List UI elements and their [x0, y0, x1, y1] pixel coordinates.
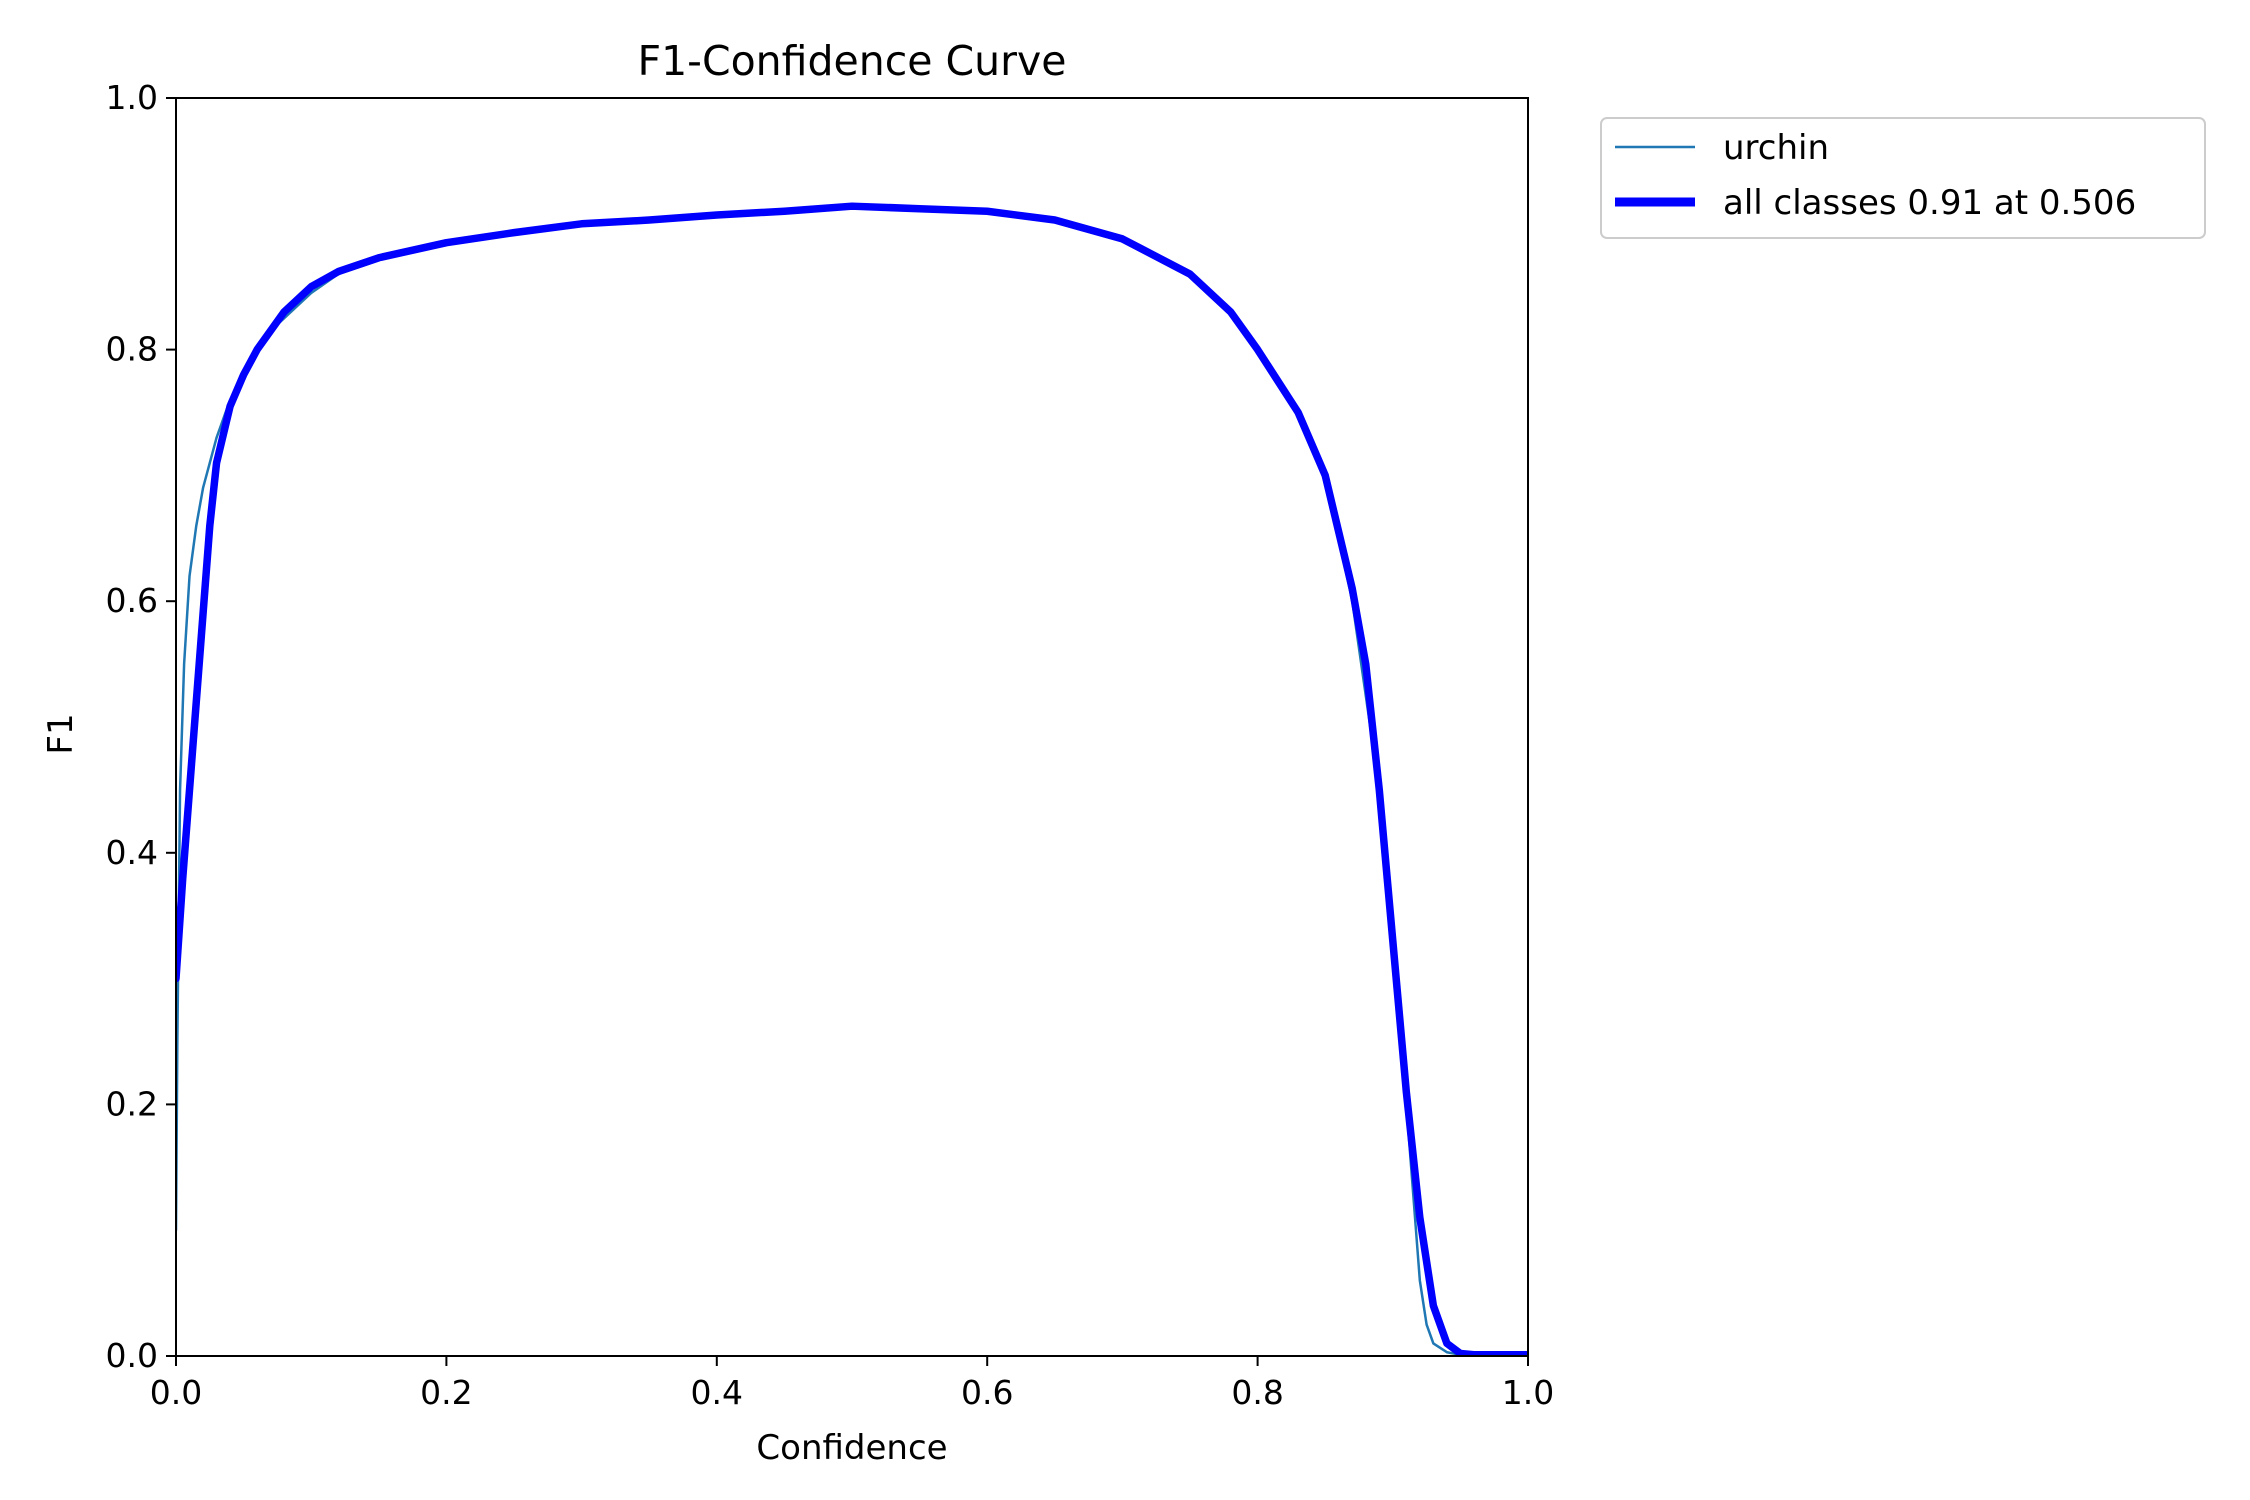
x-tick-label: 0.4 — [691, 1373, 743, 1412]
y-axis-label: F1 — [41, 713, 81, 754]
plot-frame — [175, 97, 1529, 1357]
x-tick-label: 0.6 — [961, 1373, 1013, 1412]
x-tick-label: 1.0 — [1502, 1373, 1554, 1412]
plot-area — [176, 202, 1528, 1356]
y-tick-label: 1.0 — [106, 78, 158, 117]
y-tick-label: 0.8 — [106, 330, 158, 369]
x-tick-label: 0.0 — [150, 1373, 202, 1412]
legend: urchin all classes 0.91 at 0.506 — [1600, 117, 2206, 239]
x-tick-label: 0.2 — [420, 1373, 472, 1412]
series-line-all-classes — [176, 202, 1528, 1356]
x-axis-label: Confidence — [756, 1428, 947, 1468]
chart-title: F1-Confidence Curve — [638, 37, 1067, 85]
legend-label-urchin: urchin — [1723, 128, 1829, 168]
y-tick-label: 0.6 — [106, 581, 158, 620]
legend-label-all-classes: all classes 0.91 at 0.506 — [1723, 183, 2136, 223]
y-tick-label: 0.0 — [106, 1336, 158, 1375]
legend-frame — [1600, 117, 2206, 239]
y-tick-label: 0.4 — [106, 833, 158, 872]
x-tick-label: 0.8 — [1231, 1373, 1283, 1412]
y-tick-label: 0.2 — [106, 1084, 158, 1123]
